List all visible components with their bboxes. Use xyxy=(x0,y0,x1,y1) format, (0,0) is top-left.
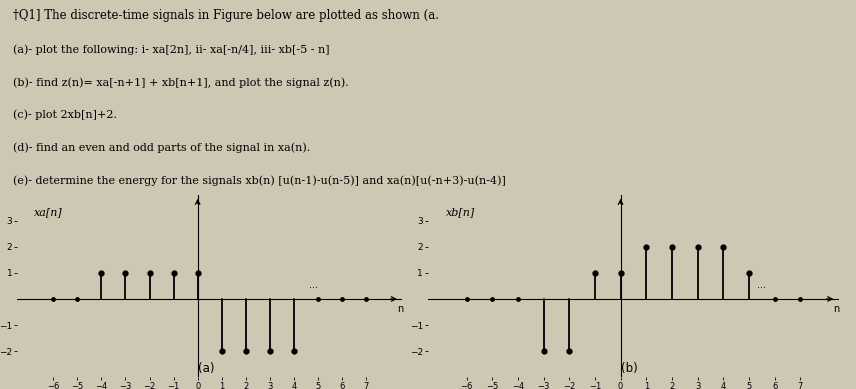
Text: xb[n]: xb[n] xyxy=(446,207,475,217)
Text: (b): (b) xyxy=(621,362,638,375)
Text: n: n xyxy=(833,304,840,314)
Text: (d)- find an even and odd parts of the signal in xa(n).: (d)- find an even and odd parts of the s… xyxy=(13,143,310,153)
Text: (a)- plot the following: i- xa[2n], ii- xa[-n/4], iii- xb[-5 - n]: (a)- plot the following: i- xa[2n], ii- … xyxy=(13,44,330,55)
Text: †Q1] The discrete-time signals in Figure below are plotted as shown (a.: †Q1] The discrete-time signals in Figure… xyxy=(13,9,439,23)
Text: n: n xyxy=(397,304,403,314)
Text: (b)- find z(n)= xa[-n+1] + xb[n+1], and plot the signal z(n).: (b)- find z(n)= xa[-n+1] + xb[n+1], and … xyxy=(13,77,348,88)
Text: ...: ... xyxy=(309,280,318,289)
Text: ...: ... xyxy=(442,292,450,302)
Text: (c)- plot 2xb[n]+2.: (c)- plot 2xb[n]+2. xyxy=(13,110,116,121)
Text: (a): (a) xyxy=(198,362,214,375)
Text: xa[n]: xa[n] xyxy=(34,207,62,217)
Text: (e)- determine the energy for the signals xb(n) [u(n-1)-u(n-5)] and xa(n)[u(-n+3: (e)- determine the energy for the signal… xyxy=(13,176,506,186)
Text: ...: ... xyxy=(758,280,766,289)
Text: ...: ... xyxy=(29,292,39,302)
